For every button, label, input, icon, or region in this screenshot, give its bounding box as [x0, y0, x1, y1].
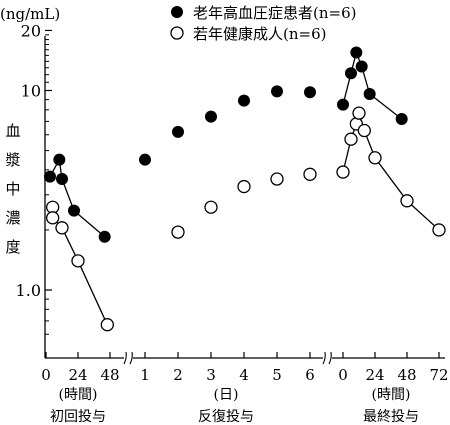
y-axis-label-char: 中	[5, 180, 20, 198]
data-point-open	[55, 221, 69, 235]
data-point-filled	[337, 98, 349, 111]
data-point-filled	[139, 153, 151, 166]
x-tick-label: 6	[305, 366, 315, 384]
y-axis-label-char: 血	[5, 122, 20, 140]
x-tick-label: 0	[41, 366, 51, 384]
data-point-open	[46, 211, 60, 225]
legend-label: 若年健康成人(n=6)	[193, 25, 326, 43]
data-point-filled	[53, 153, 66, 166]
series-line	[342, 110, 440, 231]
data-point-open	[100, 318, 114, 332]
panel-label: 初回投与	[50, 408, 106, 425]
x-unit-label: (時間)	[372, 387, 411, 403]
data-point-open	[368, 151, 382, 165]
y-tick-label: 20	[21, 21, 41, 40]
data-point-open	[432, 223, 446, 237]
x-tick-label: 0	[338, 366, 348, 384]
x-tick-label: 48	[100, 366, 119, 384]
y-tick-label: 10	[21, 82, 41, 101]
data-point-open	[171, 225, 185, 239]
data-point-open	[204, 200, 218, 214]
data-point-filled	[355, 60, 368, 73]
x-unit-label: (日)	[214, 387, 239, 403]
data-point-open	[270, 172, 284, 186]
data-point-open	[357, 123, 371, 138]
y-axis-label-char: 度	[5, 238, 20, 256]
x-tick-label: 48	[397, 366, 416, 384]
axis-break	[123, 351, 133, 365]
x-unit-label: (時間)	[59, 387, 98, 403]
data-point-filled	[304, 86, 316, 99]
data-point-open	[400, 194, 414, 208]
data-point-filled	[238, 94, 250, 107]
legend: 老年高血圧症患者(n=6) 若年健康成人(n=6)	[170, 4, 356, 43]
legend-marker-filled	[171, 6, 183, 18]
legend-label: 老年高血圧症患者(n=6)	[193, 4, 356, 22]
data-point-filled	[345, 67, 357, 80]
data-point-open	[336, 165, 350, 179]
data-points	[44, 46, 446, 332]
data-point-filled	[205, 110, 217, 123]
x-tick-label: 5	[272, 366, 282, 384]
x-tick-label: 2	[173, 366, 183, 384]
y-axis-label-char: 濃	[5, 209, 20, 227]
x-tick-label: 72	[429, 366, 448, 384]
x-tick-label: 24	[365, 366, 384, 384]
y-tick-label: 1.0	[16, 281, 41, 300]
axis-break	[322, 351, 332, 365]
data-point-open	[303, 167, 317, 181]
data-point-filled	[68, 204, 80, 217]
data-point-filled	[98, 230, 111, 243]
data-point-filled	[363, 88, 376, 101]
legend-marker-open	[170, 26, 184, 40]
x-tick-label: 1	[140, 366, 150, 384]
x-tick-label: 3	[206, 366, 216, 384]
data-point-filled	[56, 173, 68, 186]
data-point-open	[71, 254, 85, 268]
data-point-open	[237, 179, 251, 194]
data-point-open	[352, 106, 366, 120]
data-point-filled	[44, 170, 56, 183]
panel-label: 最終投与	[363, 409, 419, 425]
data-point-filled	[172, 125, 184, 138]
x-tick-label: 24	[68, 366, 87, 384]
data-point-filled	[350, 46, 363, 59]
y-unit-label: (ng/mL)	[0, 5, 60, 23]
axes	[44, 29, 445, 365]
series-line	[342, 50, 403, 120]
x-tick-label: 4	[239, 366, 249, 384]
y-axis-label-char: 漿	[5, 151, 20, 169]
data-point-open	[344, 132, 358, 146]
panel-label: 反復投与	[198, 408, 254, 425]
data-point-filled	[395, 112, 408, 125]
data-point-filled	[271, 85, 283, 98]
